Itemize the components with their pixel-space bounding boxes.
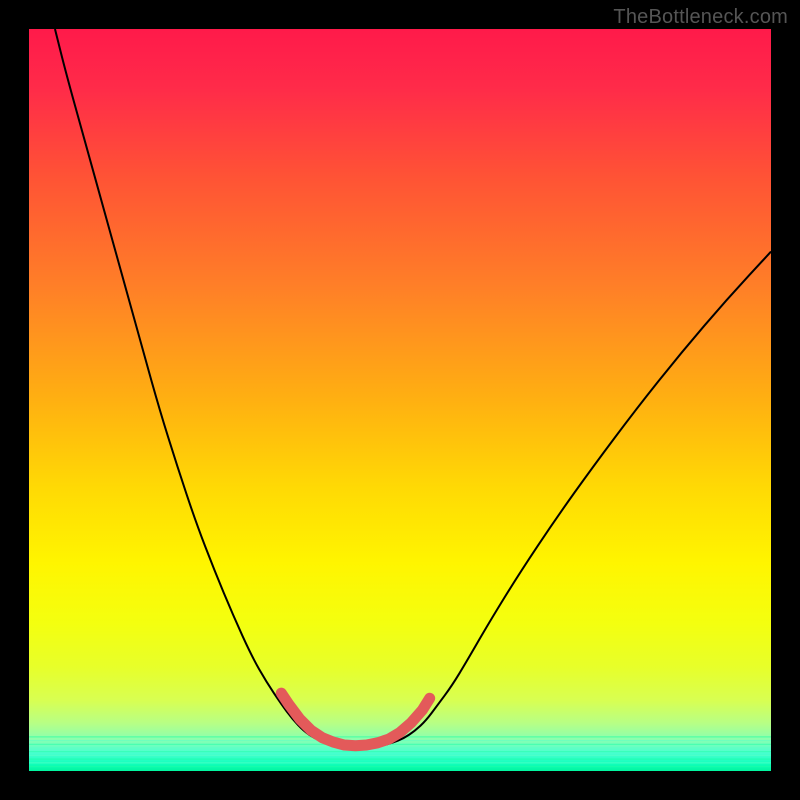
chart-container: TheBottleneck.com — [0, 0, 800, 800]
bottleneck-chart — [0, 0, 800, 800]
plot-background — [29, 29, 771, 771]
